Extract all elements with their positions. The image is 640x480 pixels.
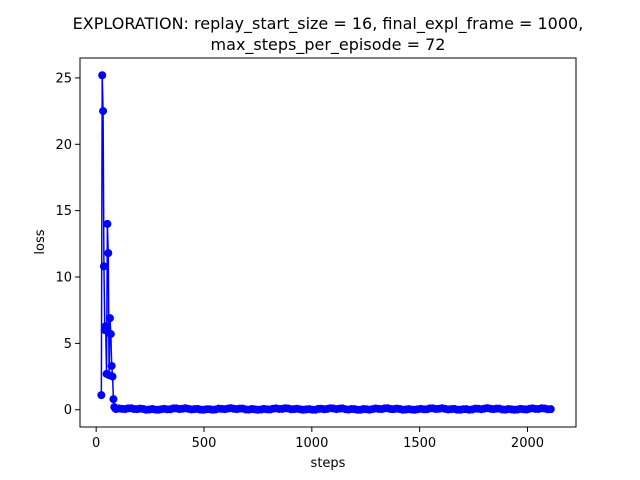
y-tick-label: 5 bbox=[64, 337, 72, 352]
loss-data-point bbox=[107, 361, 116, 370]
x-tick-label: 2000 bbox=[511, 436, 544, 451]
loss-data-point bbox=[98, 71, 107, 80]
loss-data-point bbox=[109, 395, 118, 404]
y-axis-label: loss bbox=[33, 229, 48, 254]
x-axis-label: steps bbox=[311, 456, 346, 471]
loss-data-point bbox=[546, 405, 555, 414]
chart-title-line2: max_steps_per_episode = 72 bbox=[211, 35, 446, 55]
loss-data-point bbox=[99, 262, 108, 271]
axes-frame bbox=[79, 57, 577, 428]
loss-data-point bbox=[106, 330, 115, 339]
y-tick-label: 0 bbox=[64, 403, 72, 418]
loss-data-point bbox=[104, 249, 113, 258]
y-axis-ticks: 0 5 10 15 20 25 bbox=[55, 71, 80, 418]
loss-data-point bbox=[108, 372, 117, 381]
x-tick-label: 0 bbox=[92, 436, 100, 451]
loss-data-point bbox=[105, 314, 114, 323]
x-tick-label: 500 bbox=[192, 436, 217, 451]
y-tick-label: 20 bbox=[55, 138, 72, 153]
x-axis-ticks: 0 500 1000 1500 2000 bbox=[92, 427, 544, 451]
y-tick-label: 10 bbox=[55, 271, 72, 286]
loss-data-point bbox=[97, 391, 106, 400]
plot-area: 0 500 1000 1500 2000 0 5 10 15 20 25 bbox=[55, 57, 577, 451]
x-tick-label: 1000 bbox=[295, 436, 328, 451]
chart-title-line1: EXPLORATION: replay_start_size = 16, fin… bbox=[73, 14, 584, 34]
series-layer bbox=[97, 71, 555, 414]
loss-data-point bbox=[101, 322, 110, 331]
loss-data-point bbox=[99, 107, 108, 116]
loss-data-point bbox=[103, 219, 112, 228]
x-tick-label: 1500 bbox=[403, 436, 436, 451]
y-tick-label: 15 bbox=[55, 204, 72, 219]
y-tick-label: 25 bbox=[55, 71, 72, 86]
